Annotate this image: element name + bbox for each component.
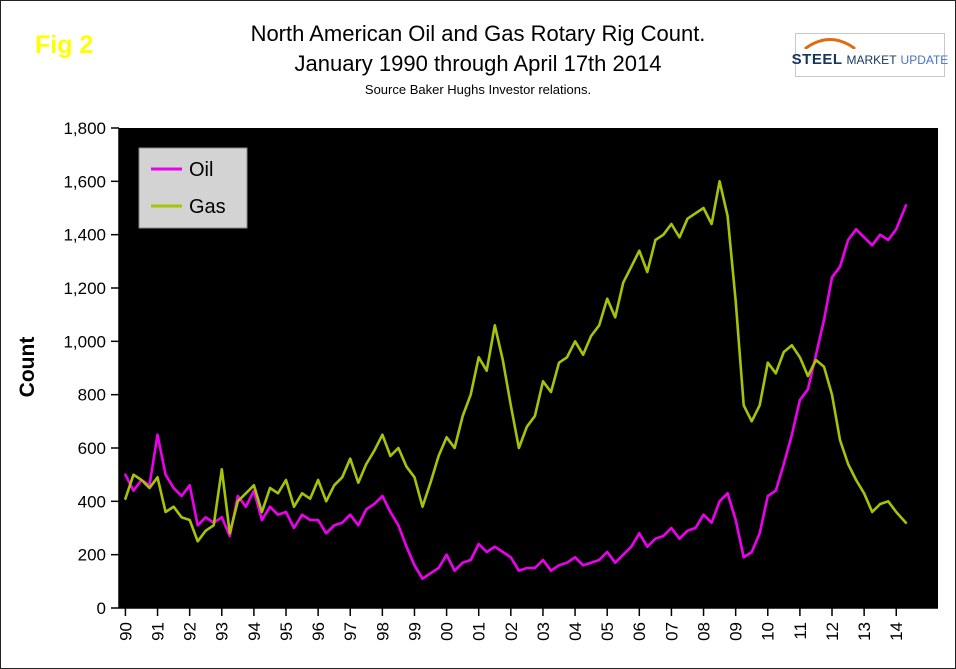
chart-title-line1: North American Oil and Gas Rotary Rig Co… <box>250 21 706 46</box>
legend-label-gas: Gas <box>189 196 226 218</box>
legend <box>138 147 248 229</box>
series-line-gas <box>124 180 908 543</box>
x-tick-label: 10 <box>759 622 778 641</box>
y-tick-label: 1,800 <box>63 119 106 138</box>
x-tick-label: 05 <box>598 622 617 641</box>
x-tick-label: 98 <box>373 622 392 641</box>
plot-area <box>119 128 938 608</box>
steel-market-update-logo: STEEL MARKET UPDATE <box>792 33 948 77</box>
logo-swoosh-icon <box>804 38 856 49</box>
legend-label-oil: Oil <box>189 159 213 181</box>
x-tick-label: 03 <box>534 622 553 641</box>
x-tick-label: 11 <box>791 622 810 640</box>
y-tick-label: 1,200 <box>63 279 106 298</box>
x-tick-label: 97 <box>341 622 360 641</box>
logo-word-market: MARKET <box>846 52 897 67</box>
y-tick-label: 600 <box>78 439 106 458</box>
series-line-oil <box>124 204 908 581</box>
x-tick-label: 13 <box>855 622 874 641</box>
title-block: North American Oil and Gas Rotary Rig Co… <box>1 19 955 97</box>
x-tick-label: 93 <box>213 622 232 641</box>
x-tick-label: 96 <box>309 622 328 641</box>
x-tick-label: 14 <box>887 622 906 641</box>
x-tick-label: 04 <box>566 622 585 641</box>
y-tick-label: 800 <box>78 386 106 405</box>
figure-number-label: Fig 2 <box>35 31 94 59</box>
y-tick-label: 400 <box>78 492 106 511</box>
y-tick-label: 200 <box>78 546 106 565</box>
y-tick-label: 0 <box>97 599 106 618</box>
y-tick-label: 1,400 <box>63 226 106 245</box>
y-tick-label: 1,600 <box>63 172 106 191</box>
x-tick-label: 94 <box>245 622 264 641</box>
x-tick-label: 00 <box>438 622 457 641</box>
x-tick-label: 91 <box>148 622 167 641</box>
logo-word-steel: STEEL <box>791 50 843 68</box>
x-tick-label: 92 <box>181 622 200 641</box>
chart-title-line2: January 1990 through April 17th 2014 <box>294 50 662 76</box>
x-tick-label: 07 <box>662 622 681 641</box>
x-tick-label: 99 <box>405 622 424 641</box>
x-tick-label: 95 <box>277 622 296 641</box>
x-tick-label: 90 <box>116 622 135 641</box>
x-tick-label: 09 <box>727 622 746 641</box>
x-tick-label: 12 <box>823 622 842 641</box>
y-tick-label: 1,000 <box>63 332 106 351</box>
x-tick-label: 06 <box>630 622 649 641</box>
x-tick-label: 08 <box>694 622 713 641</box>
logo-word-update: UPDATE <box>900 52 949 67</box>
chart-source-label: Source Baker Hughs Investor relations. <box>364 82 592 98</box>
x-tick-label: 01 <box>470 622 489 641</box>
x-tick-label: 02 <box>502 622 521 641</box>
logo-text: STEEL MARKET UPDATE <box>792 51 949 68</box>
